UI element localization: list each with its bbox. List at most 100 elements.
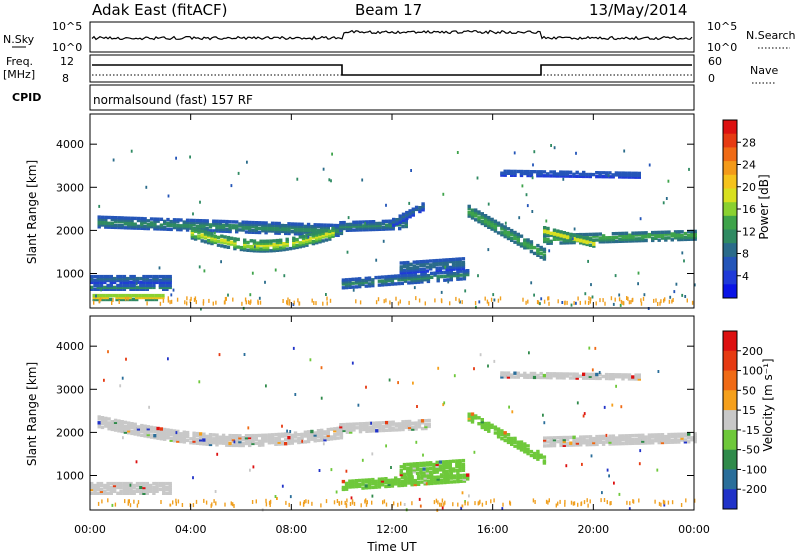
velocity-cell [387,480,391,485]
velocity-cell [172,435,177,439]
velocity-cell [341,485,346,490]
velocity-cell [456,476,460,480]
velocity-cell [326,437,330,441]
velocity-cell [477,422,481,426]
velocity-cell [103,485,107,490]
velocity-cell [693,439,697,444]
velocity-cell [513,436,517,441]
velocity-cell [306,439,311,444]
nsky-tick-bottom: 10^0 [52,41,82,54]
velocity-cell [145,489,149,493]
velocity-noise [177,499,180,504]
velocity-cell [326,427,330,432]
velocity-cell [112,487,117,492]
velocity-cell [410,477,414,481]
velocity-cell [427,422,431,427]
power-cell [99,280,104,285]
velocity-x-ticks: 00:00 04:00 08:00 12:00 16:00 20:00 00:00 [74,114,710,536]
velocity-cell [654,437,658,441]
power-speckle [175,156,177,160]
power-cell [598,236,602,240]
power-cell [500,227,504,231]
power-cell [637,173,641,177]
velocity-cell [316,431,321,435]
power-cell [651,238,655,243]
velocity-noise [564,499,566,504]
velocity-cell [673,438,678,442]
velocity-speckle [351,361,354,365]
power-speckle [591,295,594,299]
power-cell [244,226,249,230]
velocity-speckle [582,414,585,418]
velocity-cell [122,487,127,492]
velocity-cell [404,421,408,426]
power-cell [155,274,159,279]
velocity-cell [470,420,475,424]
power-cell [572,172,576,176]
velocity-cell [320,430,324,434]
velocity-cell [458,463,462,467]
velocity-cell [582,374,586,378]
power-cell [546,241,550,245]
velocity-noise [610,501,612,505]
velocity-noise [638,498,640,503]
velocity-cell [500,371,504,375]
power-cell [169,221,173,226]
power-cell [279,248,283,252]
power-speckle [637,271,640,275]
power-cell [303,228,308,232]
power-cell [117,223,121,228]
velocity-cell [143,432,147,436]
velocity-cell [112,483,117,488]
power-cell [199,219,203,223]
velocity-noise [255,499,257,504]
velocity-cell [348,479,352,483]
power-cell [168,280,172,285]
velocity-noise [564,502,566,507]
power-cell [132,276,136,281]
velocity-noise [532,498,535,503]
power-cell [143,220,147,225]
power-cell [241,228,245,232]
power-speckle [227,293,229,297]
power-cell [190,226,195,230]
velocity-cell [355,422,359,426]
power-cell [693,231,697,235]
velocity-cell [385,422,389,427]
power-cell [315,231,319,235]
velocity-cell [575,437,580,441]
power-cell [275,238,280,243]
colorbar-tick-label: -15 [742,424,760,437]
velocity-cell [162,489,166,493]
velocity-cell [657,440,661,445]
power-cell [305,243,309,247]
power-cell [165,276,169,281]
velocity-cell [439,473,444,477]
power-cell [144,293,149,298]
power-speckle [545,219,548,223]
power-cell [306,228,311,233]
power-noise [620,299,623,304]
power-cell [487,215,491,220]
velocity-cell [401,420,405,424]
velocity-cell [579,435,583,439]
power-cell [529,240,534,244]
velocity-speckle [292,346,295,350]
power-cell [159,217,164,221]
velocity-cell [358,422,363,426]
power-cell [103,280,107,285]
power-cell [292,238,296,242]
velocity-cell [621,373,625,377]
velocity-cell [579,439,583,443]
power-cell [615,239,619,244]
velocity-speckle [473,450,476,454]
power-cell [213,240,217,245]
velocity-cell [329,437,334,441]
power-cell [523,171,527,176]
velocity-cell [569,435,573,440]
power-speckle [526,204,529,208]
power-cell [190,234,195,238]
velocity-cell [430,473,434,478]
power-cell [259,249,263,253]
power-noise [640,298,642,303]
